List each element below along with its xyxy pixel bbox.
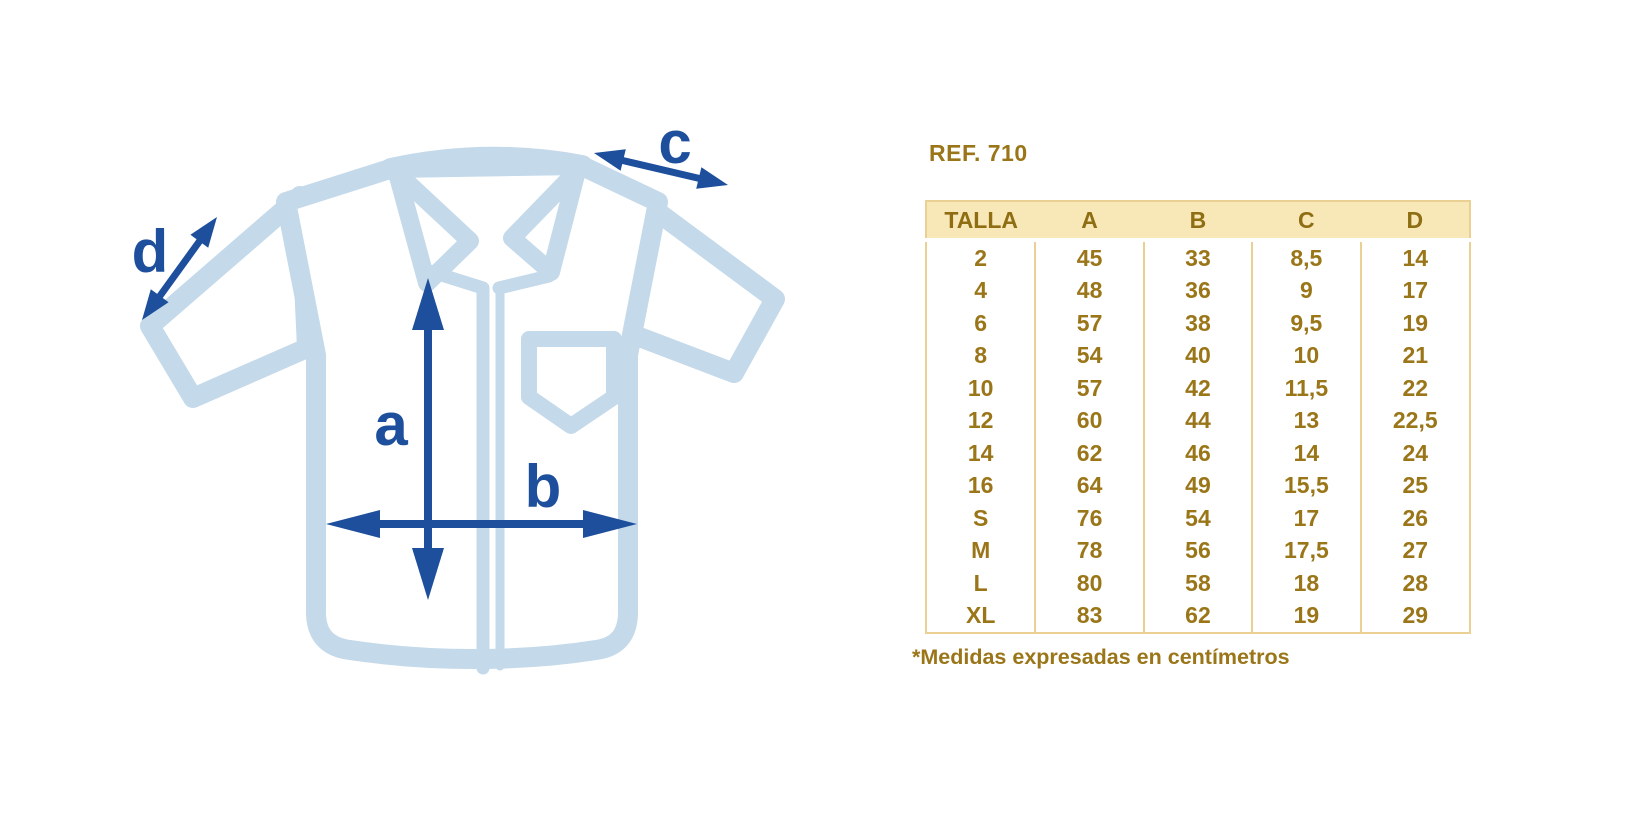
- measure-cell: 40: [1142, 339, 1253, 372]
- measure-cell: 28: [1359, 567, 1470, 600]
- measure-cell: 80: [1034, 567, 1144, 600]
- column-header: TALLA: [926, 201, 1036, 242]
- measure-cell: 62: [1142, 599, 1253, 633]
- measure-cell: 33: [1142, 240, 1253, 275]
- measure-cell: 26: [1359, 502, 1470, 535]
- measure-arrow-d: [142, 217, 217, 320]
- table-row: 10 57 42 11,5 22: [926, 372, 1470, 405]
- size-cell: S: [926, 502, 1036, 535]
- measure-cell: 42: [1142, 372, 1253, 405]
- measure-cell: 83: [1034, 599, 1144, 633]
- measure-cell: 44: [1142, 404, 1253, 437]
- measure-cell: 8,5: [1251, 240, 1361, 275]
- measure-cell: 76: [1034, 502, 1144, 535]
- measure-cell: 13: [1251, 404, 1361, 437]
- measure-cell: 10: [1251, 339, 1361, 372]
- measure-cell: 9: [1251, 274, 1361, 307]
- measure-cell: 21: [1359, 339, 1470, 372]
- size-cell: 4: [926, 274, 1036, 307]
- measure-cell: 57: [1034, 372, 1144, 405]
- measure-cell: 62: [1034, 437, 1144, 470]
- measure-arrow-b: [326, 510, 637, 538]
- measure-cell: 19: [1251, 599, 1361, 633]
- measure-cell: 17: [1359, 274, 1470, 307]
- table-row: 16 64 49 15,5 25: [926, 469, 1470, 502]
- measure-cell: 64: [1034, 469, 1144, 502]
- measure-label-a: a: [374, 391, 408, 458]
- measure-cell: 17: [1251, 502, 1361, 535]
- measure-cell: 22,5: [1359, 404, 1470, 437]
- measure-cell: 19: [1359, 307, 1470, 340]
- measure-cell: 36: [1142, 274, 1253, 307]
- measure-cell: 49: [1142, 469, 1253, 502]
- shirt-collar-left-flap: [388, 164, 479, 292]
- size-cell: 16: [926, 469, 1036, 502]
- size-cell: 14: [926, 437, 1036, 470]
- measure-label-b: b: [525, 453, 562, 520]
- measure-cell: 14: [1251, 437, 1361, 470]
- measure-cell: 14: [1359, 240, 1470, 275]
- shirt-collar-v-lines: [422, 264, 556, 295]
- table-row: 6 57 38 9,5 19: [926, 307, 1470, 340]
- measure-cell: 9,5: [1251, 307, 1361, 340]
- table-row: 12 60 44 13 22,5: [926, 404, 1470, 437]
- measure-cell: 78: [1034, 534, 1144, 567]
- measure-cell: 46: [1142, 437, 1253, 470]
- table-row: M 78 56 17,5 27: [926, 534, 1470, 567]
- size-cell: L: [926, 567, 1036, 600]
- size-table: TALLA A B C D 2 45 33 8,5 14 4 48 36 9 17 6 57 38 9,5 19 8 5…: [925, 200, 1471, 634]
- measure-cell: 27: [1359, 534, 1470, 567]
- measure-arrow-a: [412, 278, 444, 600]
- size-cell: 12: [926, 404, 1036, 437]
- table-row: XL 83 62 19 29: [926, 599, 1470, 633]
- measure-cell: 60: [1034, 404, 1144, 437]
- shirt-collar-band: [380, 146, 593, 180]
- table-row: L 80 58 18 28: [926, 567, 1470, 600]
- measure-label-d: d: [132, 218, 169, 285]
- measure-cell: 56: [1142, 534, 1253, 567]
- column-header: B: [1143, 201, 1253, 242]
- measure-cell: 29: [1359, 599, 1470, 633]
- ref-label: REF. 710: [929, 140, 1028, 166]
- measure-cell: 45: [1034, 240, 1144, 275]
- measure-cell: 38: [1142, 307, 1253, 340]
- size-cell: 10: [926, 372, 1036, 405]
- size-cell: 6: [926, 307, 1036, 340]
- size-table-header-row: TALLA A B C D: [926, 201, 1470, 242]
- measure-cell: 15,5: [1251, 469, 1361, 502]
- measure-arrow-c: [594, 149, 728, 189]
- shirt-collar-right-flap: [503, 162, 586, 281]
- shirt-pocket: [521, 331, 622, 434]
- size-cell: 8: [926, 339, 1036, 372]
- size-cell: M: [926, 534, 1036, 567]
- measure-cell: 25: [1359, 469, 1470, 502]
- measure-cell: 24: [1359, 437, 1470, 470]
- size-cell: 2: [926, 240, 1036, 275]
- column-header: A: [1035, 201, 1144, 242]
- measure-cell: 48: [1034, 274, 1144, 307]
- measure-cell: 17,5: [1251, 534, 1361, 567]
- measure-cell: 57: [1034, 307, 1144, 340]
- measure-label-c: c: [658, 109, 691, 176]
- column-header: D: [1360, 201, 1470, 242]
- table-row: 14 62 46 14 24: [926, 437, 1470, 470]
- measure-cell: 22: [1359, 372, 1470, 405]
- table-row: 2 45 33 8,5 14: [926, 240, 1470, 275]
- measure-cell: 54: [1034, 339, 1144, 372]
- table-row: S 76 54 17 26: [926, 502, 1470, 535]
- measure-cell: 54: [1142, 502, 1253, 535]
- table-row: 8 54 40 10 21: [926, 339, 1470, 372]
- table-row: 4 48 36 9 17: [926, 274, 1470, 307]
- measure-cell: 58: [1142, 567, 1253, 600]
- measure-cell: 11,5: [1251, 372, 1361, 405]
- column-header: C: [1252, 201, 1361, 242]
- shirt-measurement-diagram: a b c d: [132, 109, 785, 675]
- footnote: *Medidas expresadas en centímetros: [912, 645, 1290, 669]
- measure-cell: 18: [1251, 567, 1361, 600]
- size-cell: XL: [926, 599, 1036, 633]
